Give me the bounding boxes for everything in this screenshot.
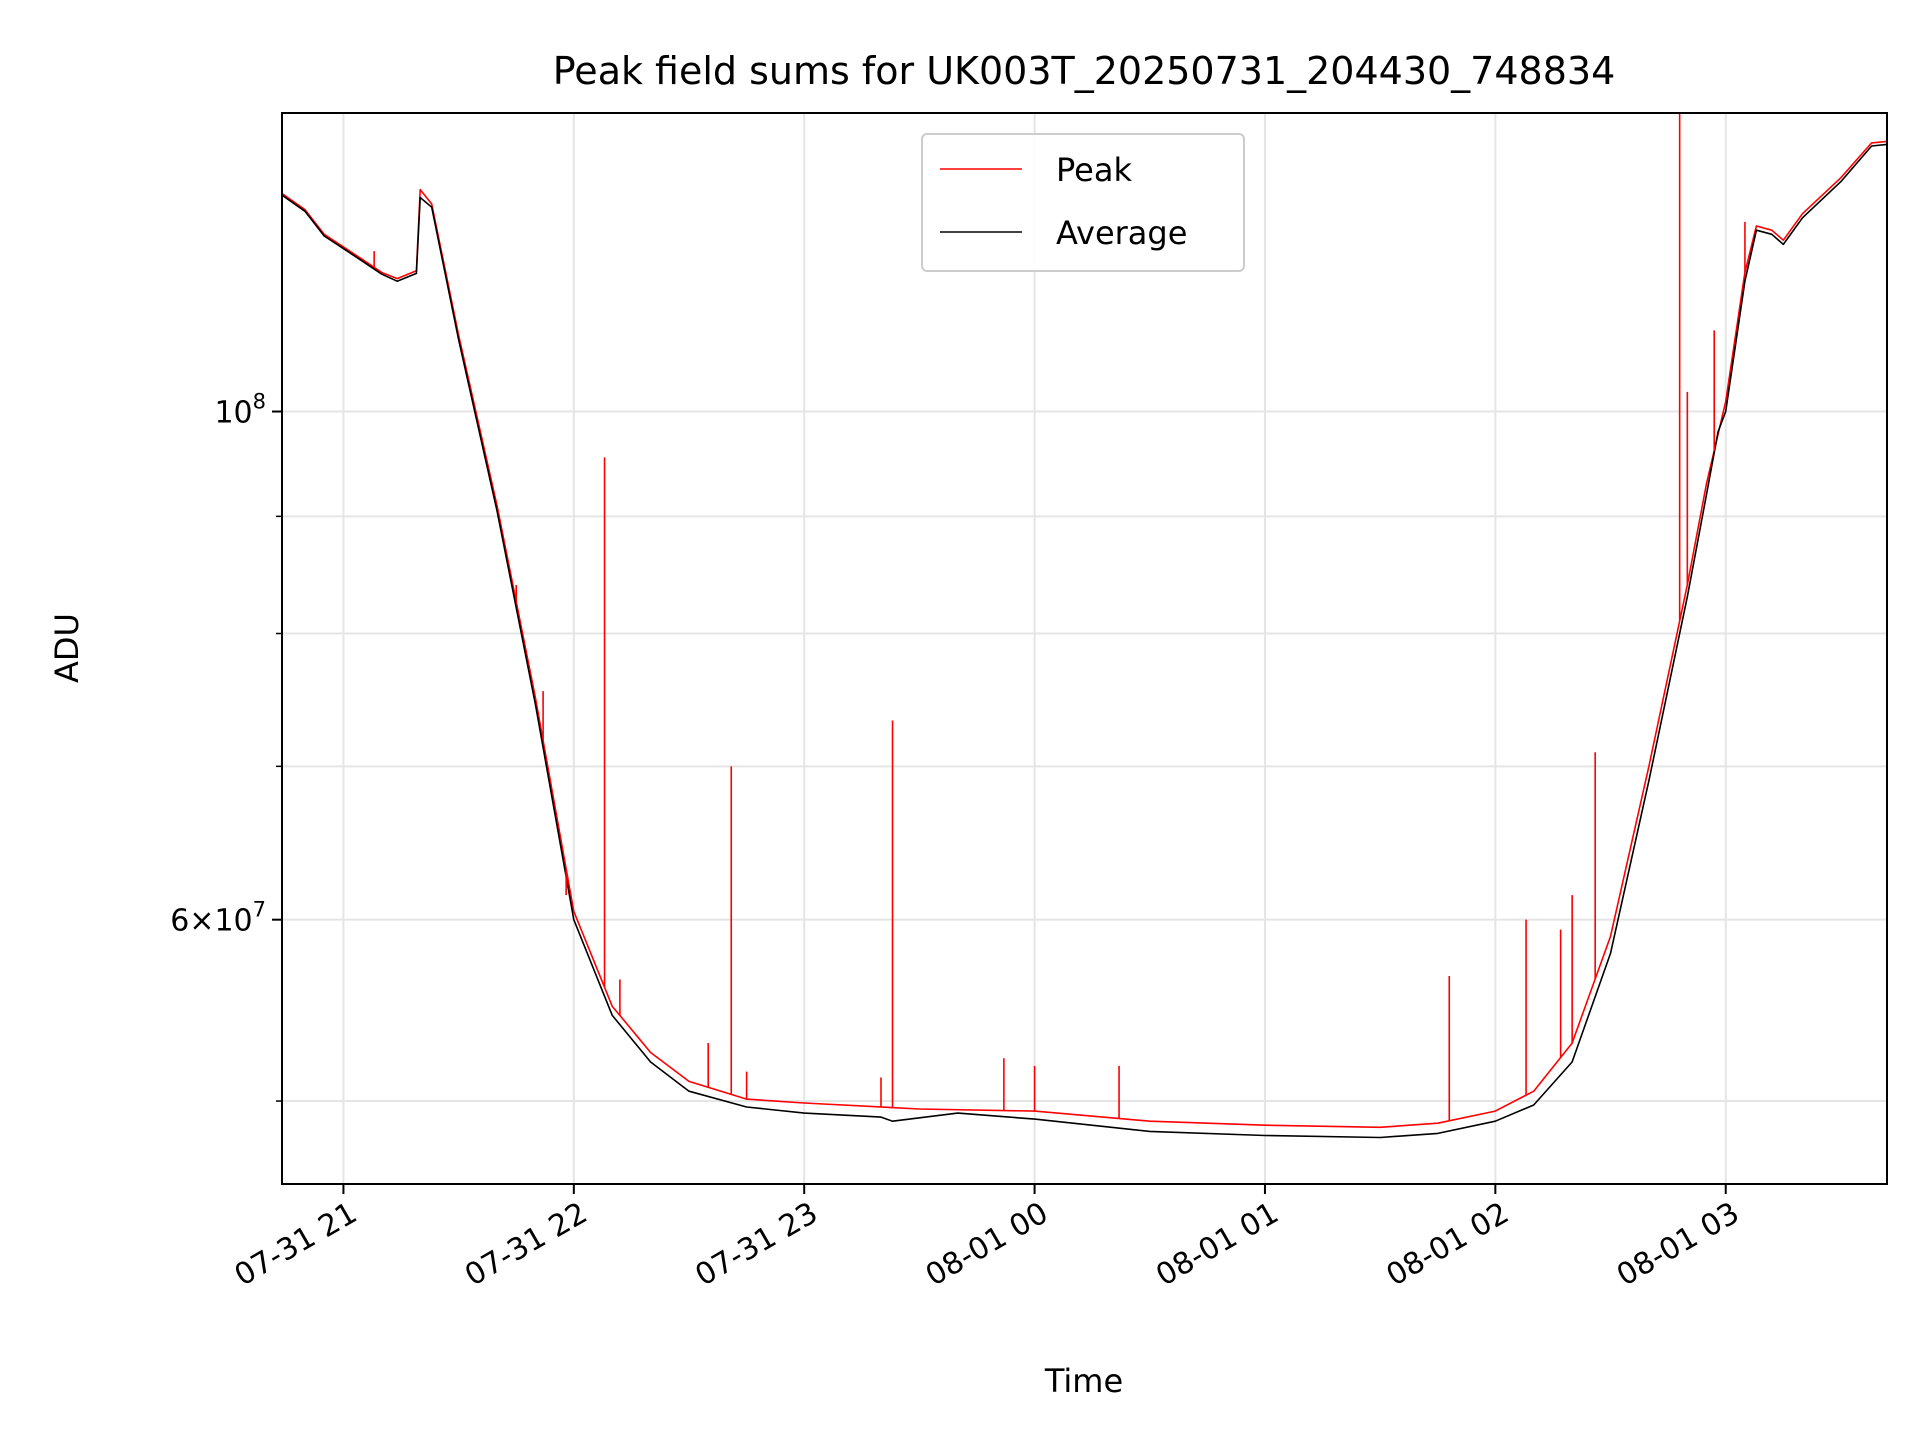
legend-label-average: Average — [1056, 214, 1187, 252]
plot-area — [282, 113, 1887, 1139]
y-tick-label: 108 — [214, 390, 266, 431]
x-axis-label: Time — [1044, 1362, 1123, 1400]
series-line-peak — [282, 140, 1887, 1129]
y-tick-label: 6×107 — [170, 898, 266, 939]
grid — [282, 113, 1887, 1184]
series-line-average — [282, 143, 1887, 1139]
y-axis-label: ADU — [48, 613, 86, 683]
chart-title: Peak field sums for UK003T_20250731_2044… — [553, 49, 1616, 93]
legend-label-peak: Peak — [1056, 151, 1132, 189]
legend: Peak Average — [921, 133, 1245, 272]
plot-frame — [281, 112, 1888, 1185]
